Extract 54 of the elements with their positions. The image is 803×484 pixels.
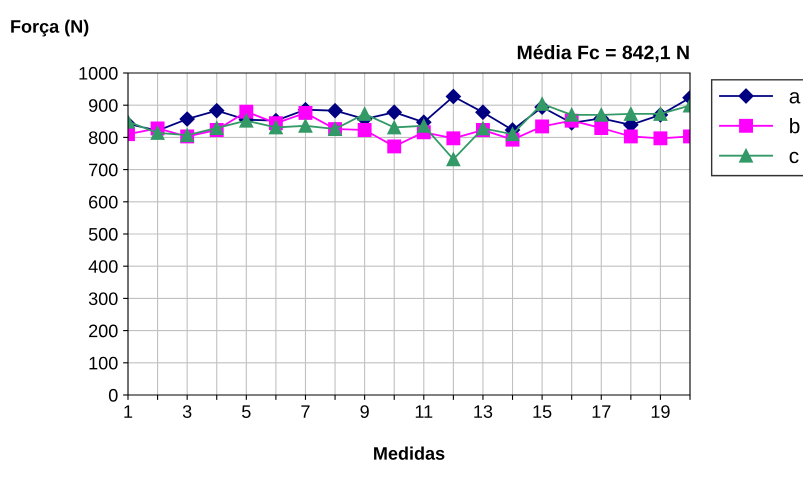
point xyxy=(239,104,254,119)
legend-label: a xyxy=(790,92,800,104)
point xyxy=(180,111,195,127)
point xyxy=(327,103,343,118)
x-tick-label: 11 xyxy=(416,405,432,418)
point xyxy=(387,139,402,154)
y-tick-label: 200 xyxy=(89,324,118,338)
y-tick-label: 600 xyxy=(89,196,118,209)
point xyxy=(268,120,283,134)
point xyxy=(535,96,550,111)
chart-title: Média Fc = 842,1 N xyxy=(518,44,689,62)
x-axis-title: Medidas xyxy=(374,446,444,460)
point xyxy=(506,127,520,142)
y-tick-label: 900 xyxy=(89,99,118,112)
point xyxy=(446,88,461,104)
y-tick-label: 300 xyxy=(88,292,118,306)
point xyxy=(446,131,460,146)
legend-label: b xyxy=(790,118,800,134)
y-tick-label: 400 xyxy=(88,260,118,273)
point xyxy=(594,121,608,136)
point xyxy=(150,126,165,140)
point xyxy=(594,108,608,122)
x-tick-label: 9 xyxy=(360,405,369,418)
point xyxy=(358,123,372,137)
point xyxy=(624,106,638,121)
x-tick-label: 5 xyxy=(242,405,251,418)
point xyxy=(446,152,460,166)
point xyxy=(298,106,312,120)
y-tick-label: 0 xyxy=(108,388,118,402)
point xyxy=(535,120,550,134)
y-tick-label: 1000 xyxy=(79,66,118,80)
x-tick-label: 17 xyxy=(592,405,610,418)
point xyxy=(387,120,402,134)
y-axis-title: Força (N) xyxy=(11,20,88,36)
x-tick-label: 15 xyxy=(533,405,552,418)
point xyxy=(209,103,224,118)
y-tick-label: 100 xyxy=(90,356,118,370)
point xyxy=(358,106,372,121)
point xyxy=(298,118,312,133)
y-tick-label: 800 xyxy=(88,131,118,144)
y-tick-label: 500 xyxy=(88,228,118,241)
point xyxy=(416,118,431,133)
x-tick-label: 3 xyxy=(182,405,192,418)
point xyxy=(475,104,491,120)
legend-label: c xyxy=(790,152,799,164)
x-tick-label: 7 xyxy=(301,405,310,418)
point xyxy=(624,129,638,144)
point xyxy=(653,131,668,146)
point xyxy=(386,104,402,120)
x-tick-label: 19 xyxy=(652,405,670,418)
x-tick-label: 1 xyxy=(124,405,132,418)
point xyxy=(564,108,579,122)
x-tick-label: 13 xyxy=(474,405,492,418)
y-tick-label: 700 xyxy=(89,164,118,176)
